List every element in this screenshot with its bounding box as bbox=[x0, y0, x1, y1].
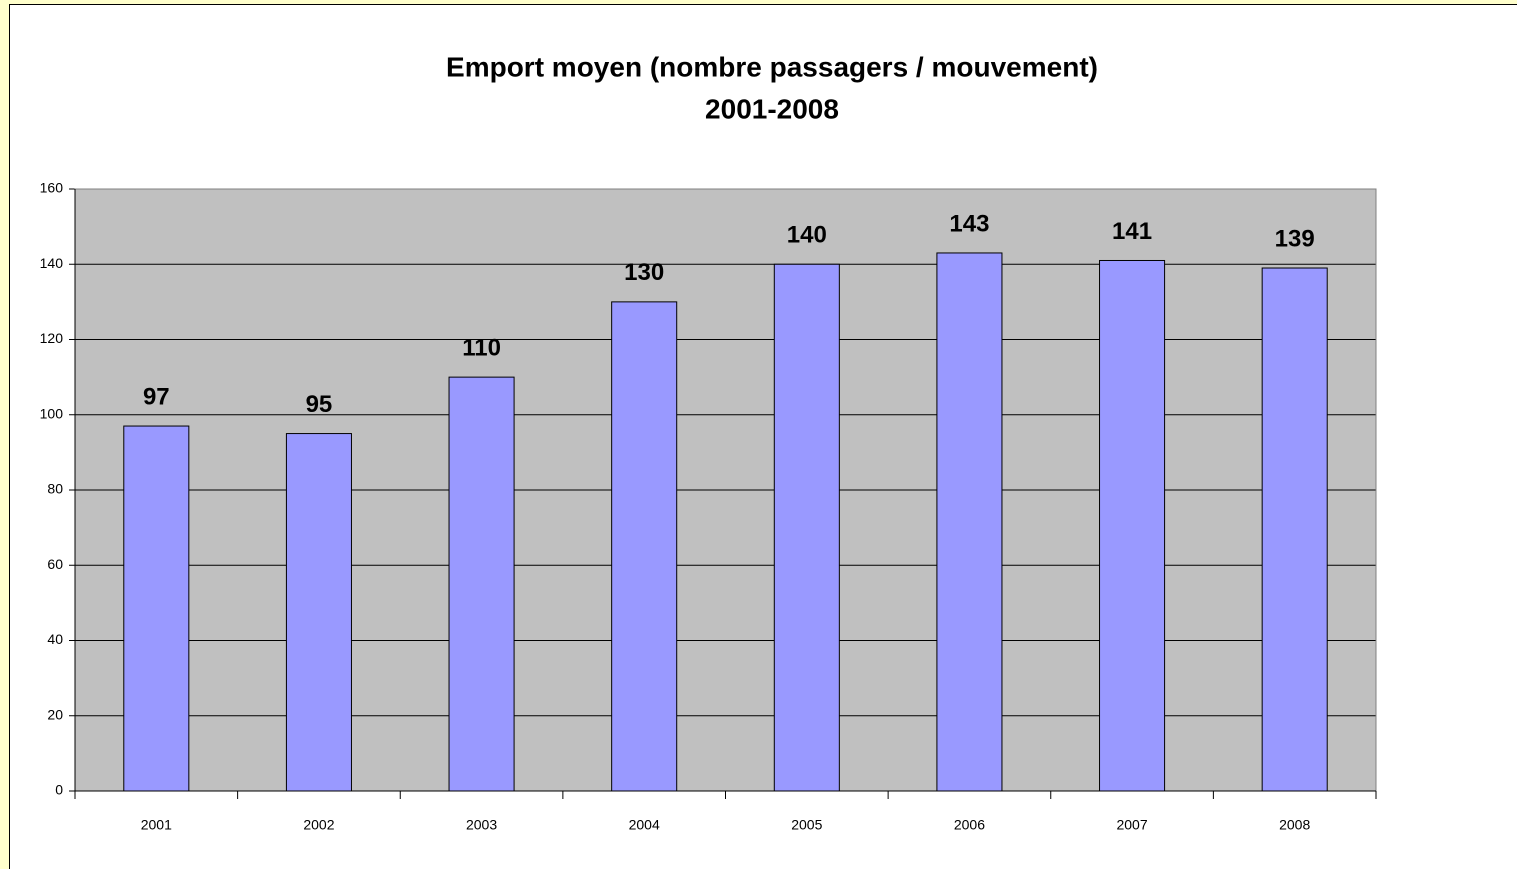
x-tick-label: 2001 bbox=[141, 817, 172, 833]
bar bbox=[773, 263, 840, 792]
x-tick-label: 2005 bbox=[791, 817, 822, 833]
x-tick-label: 2008 bbox=[1279, 817, 1310, 833]
data-label: 140 bbox=[787, 222, 827, 249]
x-tick-label: 2006 bbox=[954, 817, 985, 833]
y-tick-label: 120 bbox=[40, 330, 64, 346]
y-tick-label: 140 bbox=[40, 255, 64, 271]
chart-subtitle: 2001-2008 bbox=[705, 93, 839, 124]
bar bbox=[123, 425, 190, 792]
bar bbox=[1261, 267, 1328, 792]
y-tick-label: 80 bbox=[47, 481, 63, 497]
data-label: 141 bbox=[1112, 218, 1152, 245]
y-tick-label: 100 bbox=[40, 405, 64, 421]
bar bbox=[936, 252, 1003, 792]
bar bbox=[1099, 259, 1166, 792]
bar bbox=[285, 433, 352, 792]
x-tick-label: 2007 bbox=[1116, 817, 1147, 833]
data-label: 110 bbox=[462, 334, 501, 361]
x-tick-label: 2003 bbox=[466, 817, 497, 833]
data-label: 95 bbox=[306, 391, 333, 418]
data-label: 139 bbox=[1275, 225, 1315, 252]
y-tick-label: 160 bbox=[40, 180, 64, 196]
y-tick-label: 0 bbox=[55, 782, 63, 798]
bar bbox=[448, 376, 515, 792]
bar bbox=[611, 301, 678, 792]
y-tick-label: 60 bbox=[47, 556, 63, 572]
y-tick-label: 20 bbox=[47, 706, 63, 722]
x-tick-label: 2002 bbox=[303, 817, 334, 833]
y-tick-label: 40 bbox=[47, 631, 63, 647]
x-tick-label: 2004 bbox=[629, 817, 660, 833]
data-label: 130 bbox=[624, 259, 664, 286]
chart-title: Emport moyen (nombre passagers / mouveme… bbox=[446, 51, 1098, 82]
data-label: 97 bbox=[143, 383, 170, 410]
data-label: 143 bbox=[949, 210, 989, 237]
